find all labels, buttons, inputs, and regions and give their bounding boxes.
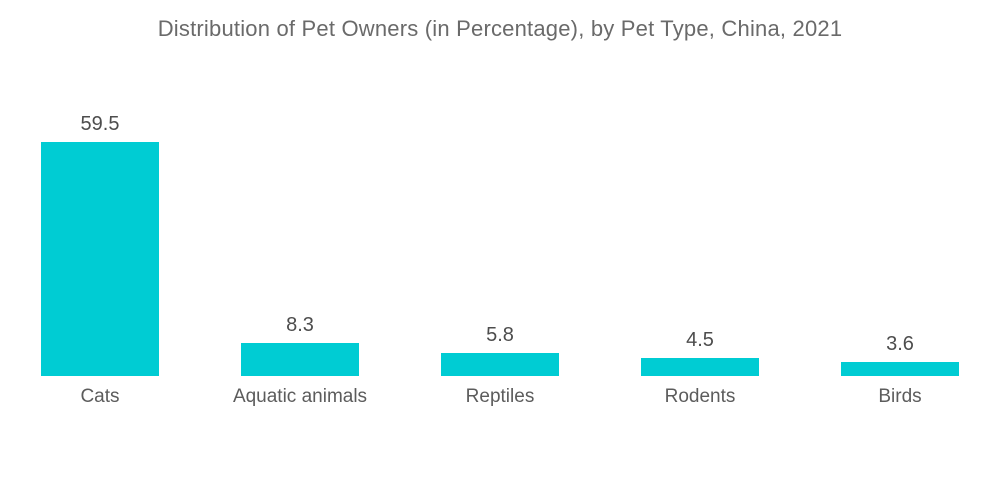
category-label: Birds bbox=[878, 386, 922, 407]
category-label: Rodents bbox=[664, 386, 736, 407]
bar bbox=[641, 358, 759, 376]
bar-value-label: 4.5 bbox=[686, 329, 714, 351]
bar-value-label: 8.3 bbox=[286, 314, 314, 336]
bar-group: 5.8 Reptiles bbox=[400, 0, 600, 412]
bar-group: 3.6 Birds bbox=[800, 0, 1000, 412]
category-label: Cats bbox=[80, 386, 120, 407]
bar-value-label: 3.6 bbox=[886, 333, 914, 355]
bar-value-label: 59.5 bbox=[80, 113, 120, 135]
bar-group: 8.3 Aquatic animals bbox=[200, 0, 400, 412]
bar-value-label: 5.8 bbox=[486, 324, 514, 346]
bar bbox=[841, 362, 959, 376]
category-label: Aquatic animals bbox=[232, 386, 368, 407]
bar bbox=[241, 343, 359, 376]
category-label: Reptiles bbox=[465, 386, 535, 407]
bar bbox=[41, 142, 159, 376]
plot-area: 59.5 Cats 8.3 Aquatic animals 5.8 Reptiles 4.5… bbox=[0, 0, 1000, 412]
bar bbox=[441, 353, 559, 376]
chart-title: Distribution of Pet Owners (in Percentag… bbox=[157, 16, 843, 41]
bar-group: 59.5 Cats bbox=[0, 0, 200, 412]
bar-group: 4.5 Rodents bbox=[600, 0, 800, 412]
